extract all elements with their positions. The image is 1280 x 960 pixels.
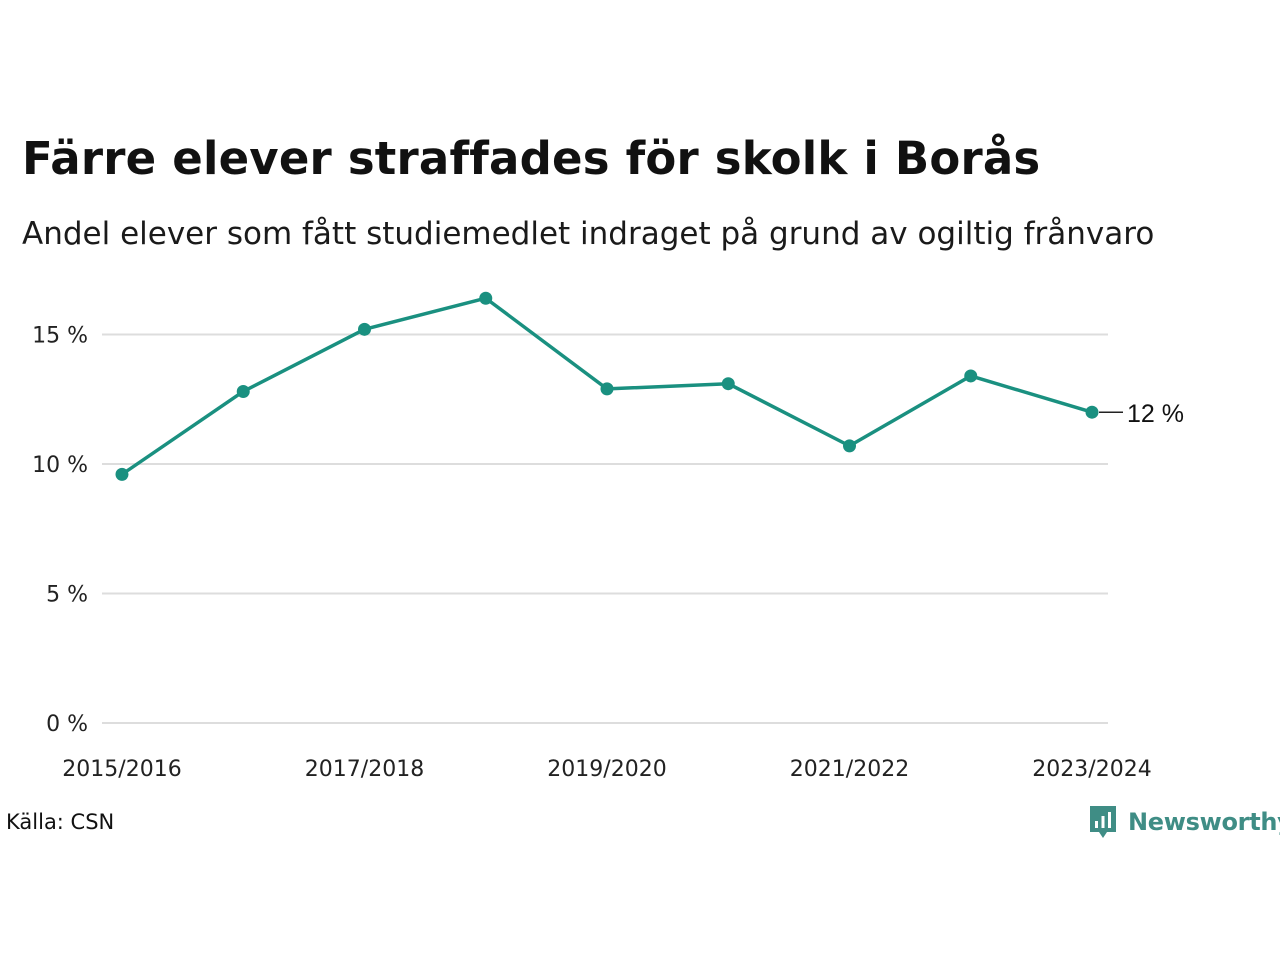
source-note: Källa: CSN	[6, 810, 115, 834]
data-point	[1085, 405, 1099, 419]
chart-title: Färre elever straffades för skolk i Borå…	[22, 132, 1041, 185]
data-point	[115, 467, 129, 481]
grid-lines	[102, 333, 1108, 724]
x-tick-label: 2017/2018	[305, 757, 424, 782]
chart-subtitle: Andel elever som fått studiemedlet indra…	[22, 216, 1155, 252]
data-point	[600, 382, 614, 396]
y-axis-ticks: 0 % 5 % 10 % 15 %	[32, 324, 88, 738]
data-point	[236, 384, 250, 398]
y-tick-label: 15 %	[32, 324, 88, 349]
x-tick-label: 2015/2016	[62, 757, 181, 782]
x-tick-label: 2019/2020	[547, 757, 666, 782]
data-point	[843, 439, 856, 453]
x-tick-label: 2021/2022	[790, 757, 909, 782]
data-point	[479, 291, 493, 305]
y-tick-label: 5 %	[46, 583, 88, 608]
data-point	[964, 369, 978, 383]
y-tick-label: 10 %	[32, 453, 88, 478]
end-annotation: 12 %	[1099, 400, 1184, 428]
x-tick-label: 2023/2024	[1032, 757, 1151, 782]
end-value-label: 12 %	[1127, 400, 1184, 428]
data-point	[721, 377, 735, 391]
data-points	[115, 291, 1099, 481]
brand-logo: Newsworthy	[1088, 804, 1280, 840]
y-tick-label: 0 %	[46, 712, 88, 737]
newsworthy-logo-icon	[1090, 806, 1116, 838]
x-axis-ticks: 2015/2016 2017/2018 2019/2020 2021/2022 2023…	[62, 757, 1151, 782]
data-point	[358, 322, 371, 336]
brand-name: Newsworthy	[1128, 808, 1280, 836]
